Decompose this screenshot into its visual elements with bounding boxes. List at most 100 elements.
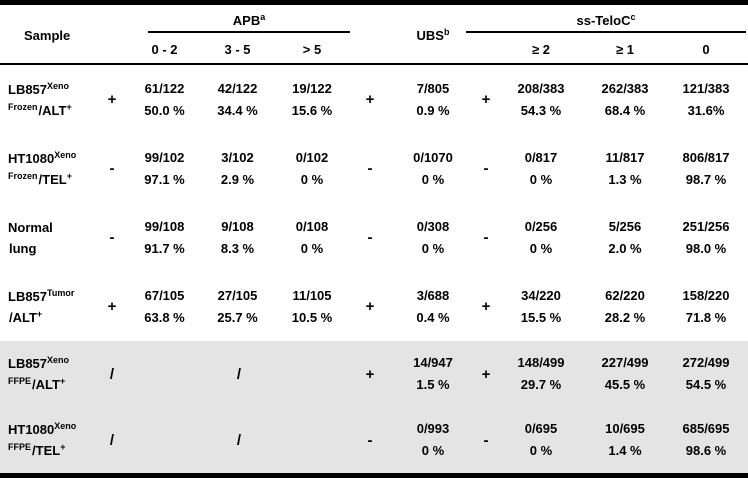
sample-name-line2: Frozen/TEL+ xyxy=(8,170,72,187)
apb-status-sign: - xyxy=(109,229,115,246)
telo-0-cell: 806/817 98.7 % xyxy=(682,149,730,187)
col-header-ubs-label: UBSb xyxy=(416,26,450,43)
telo-ge2-cell: 208/383 54.3 % xyxy=(517,80,565,118)
col-group-apb: APBa xyxy=(148,5,350,33)
table-row: Normal lung - 99/108 91.7 % 9/108 8.3 % 0/… xyxy=(0,203,748,272)
ubs-status-sign: - xyxy=(367,229,373,246)
table-row: HT1080Xeno Frozen/TEL+ - 99/102 97.1 % 3/… xyxy=(0,134,748,203)
table-row: LB857Xeno FFPE/ALT+ / / + 14/947 1.5 % + … xyxy=(0,341,748,407)
ubs-cell: 3/688 0.4 % xyxy=(416,287,450,325)
col-header-ubs: UBSb xyxy=(390,26,476,43)
telo-0-cell: 121/383 31.6% xyxy=(682,80,730,118)
sample-name-line1: Normal xyxy=(8,219,53,235)
col-header-sample: Sample xyxy=(24,27,71,43)
apb-gt5-cell: 11/105 10.5 % xyxy=(291,287,333,325)
ss-teloc-footnote-mark: c xyxy=(630,12,636,22)
apb-0-2-cell: 67/105 63.8 % xyxy=(144,287,185,325)
telo-ge2-cell: 0/695 0 % xyxy=(524,421,558,458)
apb-footnote-mark: a xyxy=(260,12,266,22)
sample-name-line2: Frozen/ALT+ xyxy=(8,101,72,118)
apb-3-5-cell: 3/102 2.9 % xyxy=(220,149,255,187)
table-bottom-rule xyxy=(0,473,748,478)
sample-name: HT1080Xeno Frozen/TEL+ xyxy=(0,148,96,190)
apb-3-5-cell: 9/108 8.3 % xyxy=(220,218,255,256)
apb-0-2-cell: 99/102 97.1 % xyxy=(144,149,185,187)
sample-name-line1: HT1080Xeno xyxy=(8,421,77,438)
col-group-ss-teloc: ss-TeloCc xyxy=(466,5,746,33)
col-group-ss-teloc-label: ss-TeloCc xyxy=(576,12,636,29)
table-row: HT1080Xeno FFPE/TEL+ / / - 0/993 0 % - 0/… xyxy=(0,407,748,473)
apb-gt5-cell: 0/102 0 % xyxy=(295,149,329,187)
telo-ge2-cell: 0/817 0 % xyxy=(524,149,558,187)
sample-name-line2: lung xyxy=(9,240,37,256)
apb-0-2-cell: 61/122 50.0 % xyxy=(144,80,185,118)
ubs-cell: 0/993 0 % xyxy=(416,421,450,458)
sample-name-line1: LB857Xeno xyxy=(8,80,70,97)
table-row: LB857Xeno Frozen/ALT+ + 61/122 50.0 % 42/… xyxy=(0,65,748,134)
ubs-cell: 14/947 1.5 % xyxy=(413,355,453,392)
telo-status-sign: + xyxy=(481,298,491,315)
telo-status-sign: + xyxy=(481,91,491,108)
apb-gt5-cell: 19/122 15.6 % xyxy=(291,80,333,118)
col-subheader-telo-ge1: ≥ 1 xyxy=(616,41,634,57)
telo-ge1-cell: 10/695 1.4 % xyxy=(605,421,645,458)
col-subheader-apb-3-5: 3 - 5 xyxy=(224,41,251,57)
ubs-cell: 0/308 0 % xyxy=(416,218,450,256)
col-subheader-telo-ge2: ≥ 2 xyxy=(532,41,550,57)
telo-ge1-cell: 62/220 28.2 % xyxy=(604,287,646,325)
telo-ge2-cell: 148/499 29.7 % xyxy=(517,355,565,392)
apb-0-2-cell: 99/108 91.7 % xyxy=(144,218,185,256)
telo-0-cell: 158/220 71.8 % xyxy=(682,287,730,325)
apb-status-sign: + xyxy=(107,298,117,315)
apb-3-5-cell: 42/122 34.4 % xyxy=(217,80,258,118)
ubs-cell: 0/1070 0 % xyxy=(413,149,453,187)
ubs-status-sign: + xyxy=(365,91,375,108)
col-subheader-apb-0-2: 0 - 2 xyxy=(151,41,178,57)
ubs-cell: 7/805 0.9 % xyxy=(416,80,450,118)
sample-name-line1: LB857Xeno xyxy=(8,355,70,372)
ubs-footnote-mark: b xyxy=(443,26,450,37)
telo-ge1-cell: 227/499 45.5 % xyxy=(601,355,649,392)
ubs-status-sign: + xyxy=(365,298,375,315)
apb-status-sign: + xyxy=(107,91,117,108)
sample-name: LB857Tumor /ALT+ xyxy=(0,286,96,328)
table-header: Sample APBa UBSb ss-TeloCc 0 - 2 3 - 5 >… xyxy=(0,5,748,65)
ubs-status-sign: - xyxy=(367,160,373,177)
col-subheader-telo-0: 0 xyxy=(702,41,710,57)
apb-status-sign: / xyxy=(109,431,115,449)
apb-status-sign: / xyxy=(109,365,115,383)
telo-ge2-cell: 34/220 15.5 % xyxy=(520,287,562,325)
table-row: LB857Tumor /ALT+ + 67/105 63.8 % 27/105 25… xyxy=(0,272,748,341)
apb-status-sign: - xyxy=(109,160,115,177)
telo-status-sign: + xyxy=(481,365,491,383)
telo-ge2-cell: 0/256 0 % xyxy=(524,218,558,256)
telo-ge1-cell: 5/256 2.0 % xyxy=(608,218,642,256)
sample-name-line1: LB857Tumor xyxy=(8,287,75,304)
sample-name: LB857Xeno FFPE/ALT+ xyxy=(0,353,96,395)
telo-ge1-cell: 11/817 1.3 % xyxy=(605,149,645,187)
apb-not-applicable-cell: / xyxy=(236,365,242,383)
sample-name-line2: /ALT+ xyxy=(9,308,43,325)
table-top-rule xyxy=(0,0,748,5)
sample-name-line1: HT1080Xeno xyxy=(8,149,77,166)
telo-status-sign: - xyxy=(483,229,489,246)
sample-name-line2: FFPE/TEL+ xyxy=(8,442,66,459)
telo-status-sign: - xyxy=(483,431,489,449)
telo-status-sign: - xyxy=(483,160,489,177)
telo-0-cell: 685/695 98.6 % xyxy=(682,421,730,458)
apb-not-applicable-cell: / xyxy=(236,431,242,449)
ubs-status-sign: - xyxy=(367,431,373,449)
apb-gt5-cell: 0/108 0 % xyxy=(295,218,329,256)
sample-name: HT1080Xeno FFPE/TEL+ xyxy=(0,419,96,461)
sample-name-line2: FFPE/ALT+ xyxy=(8,376,66,393)
apb-3-5-cell: 27/105 25.7 % xyxy=(217,287,258,325)
sample-name: LB857Xeno Frozen/ALT+ xyxy=(0,79,96,121)
col-subheader-apb-gt5: > 5 xyxy=(302,41,322,57)
sample-name: Normal lung xyxy=(0,217,96,259)
col-group-apb-label: APBa xyxy=(232,12,266,29)
ubs-status-sign: + xyxy=(365,365,375,383)
telo-ge1-cell: 262/383 68.4 % xyxy=(601,80,649,118)
telo-0-cell: 251/256 98.0 % xyxy=(682,218,730,256)
telo-0-cell: 272/499 54.5 % xyxy=(682,355,730,392)
